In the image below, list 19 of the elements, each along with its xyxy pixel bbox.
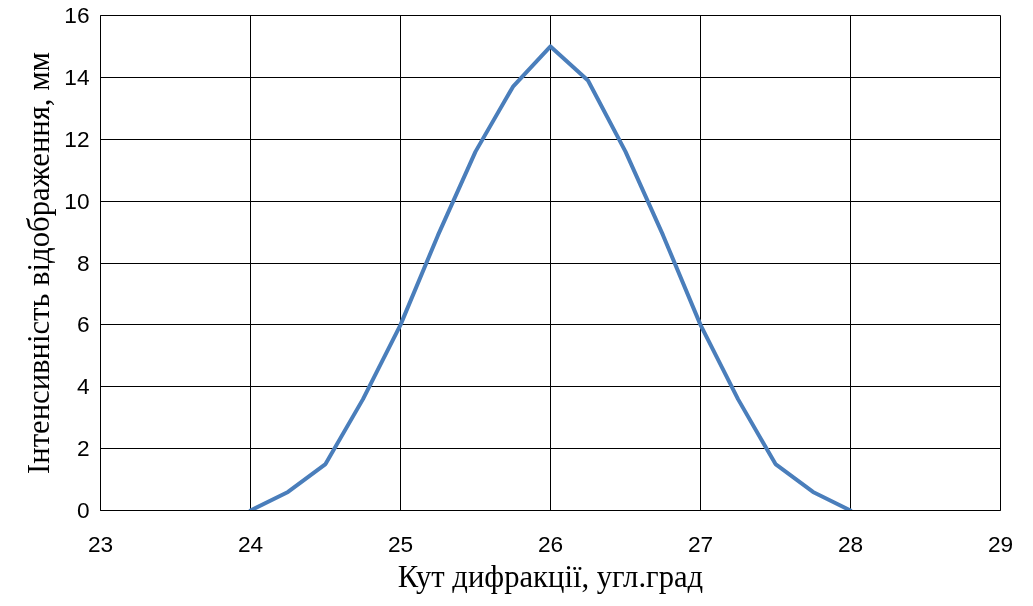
y-tick-label: 4 [76, 373, 90, 400]
y-tick-label: 12 [64, 125, 90, 152]
x-tick-label: 26 [537, 530, 564, 557]
y-tick-label: 10 [64, 187, 90, 214]
x-tick-label: 25 [387, 530, 414, 557]
y-tick-label: 0 [76, 497, 90, 523]
y-axis-title: Інтенсивність відображення, мм [22, 52, 57, 474]
x-tick-label: 24 [237, 530, 264, 557]
x-tick-label: 27 [687, 530, 714, 557]
x-axis-title: Кут дифракції, угл.град [397, 559, 704, 594]
x-tick-label: 28 [837, 530, 864, 557]
y-tick-label: 6 [76, 311, 90, 338]
x-tick-label: 29 [987, 530, 1014, 557]
x-tick-label: 23 [87, 530, 114, 557]
y-tick-label: 8 [76, 249, 90, 276]
y-tick-label: 14 [64, 63, 90, 90]
y-tick-label: 2 [76, 435, 90, 462]
line-series [248, 44, 853, 511]
y-tick-label: 16 [64, 2, 90, 28]
